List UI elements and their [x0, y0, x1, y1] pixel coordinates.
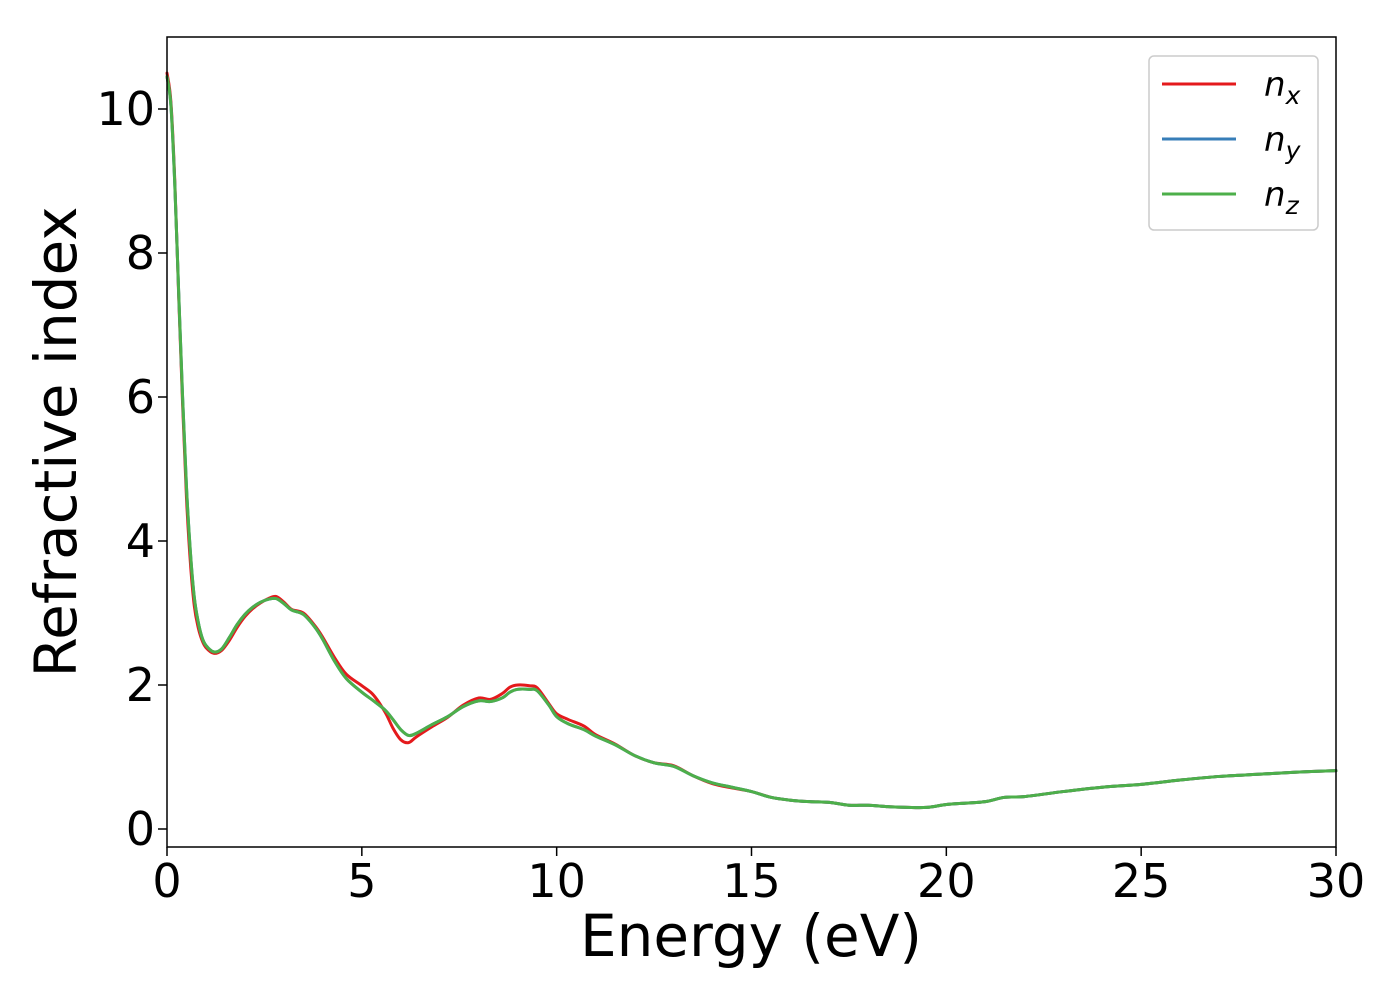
legend-label-base: n — [1264, 120, 1286, 160]
x-tick-label: 10 — [527, 854, 586, 908]
legend-label-subscript: z — [1285, 191, 1300, 220]
y-tick-label: 2 — [126, 658, 155, 712]
x-axis: 0 5 10 15 20 25 30 — [152, 847, 1365, 908]
series-layer — [165, 71, 1338, 810]
x-axis-title: Energy (eV) — [580, 902, 922, 970]
y-tick-label: 6 — [126, 370, 155, 424]
y-tick-label: 4 — [126, 514, 155, 568]
legend-box — [1148, 55, 1319, 231]
legend-label-base: n — [1264, 175, 1286, 215]
legend-label-nx: nx — [1264, 65, 1301, 110]
y-tick-label: 8 — [126, 226, 155, 280]
x-tick-label: 0 — [152, 854, 181, 908]
y-axis: 0 2 4 6 8 10 — [96, 82, 167, 856]
x-tick-label: 30 — [1307, 854, 1366, 908]
x-tick-label: 20 — [917, 854, 976, 908]
legend-label-subscript: x — [1285, 81, 1301, 110]
x-tick-label: 25 — [1112, 854, 1171, 908]
legend-label-base: n — [1264, 65, 1286, 105]
legend-label-subscript: y — [1285, 136, 1302, 165]
legend-label-nz: nz — [1264, 175, 1300, 220]
y-tick-label: 10 — [96, 82, 155, 136]
legend-label-ny: ny — [1264, 120, 1302, 165]
x-tick-label: 5 — [347, 854, 376, 908]
y-tick-label: 0 — [126, 802, 155, 856]
series-line-nz — [165, 75, 1338, 810]
y-axis-title: Refractive index — [22, 206, 90, 677]
x-tick-label: 15 — [722, 854, 781, 908]
